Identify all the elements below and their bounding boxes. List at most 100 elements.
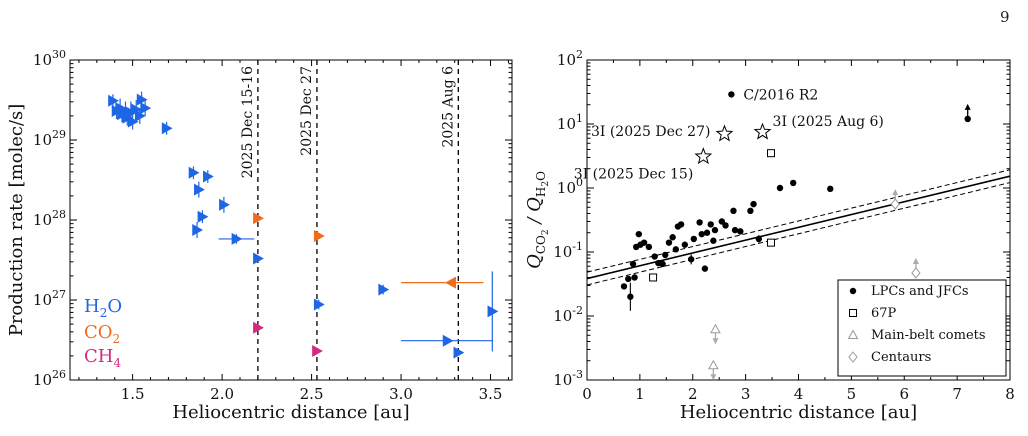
data-point [849, 309, 857, 317]
data-point [708, 359, 719, 370]
data-point [703, 229, 711, 236]
data-point [645, 243, 653, 251]
data-point [197, 210, 209, 223]
data-point [710, 323, 721, 334]
data-point [849, 287, 857, 295]
data-point [694, 147, 713, 165]
data-point [453, 346, 465, 359]
series-CH4 [253, 321, 323, 358]
series-CO2 [253, 212, 484, 289]
x-tick-label: 2.0 [210, 385, 234, 403]
page-number: 9 [1000, 8, 1010, 26]
y-tick-label: 10-1 [553, 240, 583, 261]
y-tick-label: 10-3 [553, 368, 583, 389]
data-point [635, 230, 643, 238]
x-tick-label: 3 [741, 385, 751, 403]
data-point [890, 198, 900, 210]
data-point [848, 351, 858, 363]
data-point [627, 293, 634, 300]
data-point [131, 103, 143, 116]
x-tick-label: 8 [1005, 385, 1015, 403]
x-tick-label: 3.0 [389, 385, 413, 403]
data-point [140, 102, 152, 115]
y-tick-label: 1026 [33, 368, 66, 389]
data-point [442, 334, 454, 347]
y-tick-label: 1029 [33, 128, 66, 149]
data-point [707, 221, 714, 228]
annotation-label: 3I (2025 Dec 15) [574, 167, 694, 183]
series-Main-belt-comets [708, 323, 721, 381]
legend-label: Main-belt comets [871, 328, 986, 343]
data-point [378, 283, 390, 296]
data-point [696, 219, 703, 226]
data-point [750, 200, 757, 208]
data-point [134, 109, 146, 122]
x-tick-label: 7 [952, 385, 962, 403]
data-point [669, 234, 676, 241]
data-point [711, 226, 719, 234]
y-tick-label: 1028 [33, 208, 66, 229]
data-point [192, 223, 204, 236]
data-point [767, 238, 776, 247]
x-axis-label: Heliocentric distance [au] [680, 402, 917, 423]
fit-band-line [587, 169, 1010, 273]
x-axis-label: Heliocentric distance [au] [172, 402, 409, 423]
data-point [231, 232, 243, 245]
series-LPCs-and-JFCs [620, 91, 971, 311]
data-point [194, 183, 205, 196]
data-point [681, 241, 689, 248]
data-point [312, 345, 323, 358]
y-tick-label: 1027 [33, 288, 66, 309]
data-point [202, 170, 214, 183]
data-point [964, 115, 971, 123]
data-point [127, 115, 139, 128]
legend-label: 67P [871, 306, 897, 321]
data-point [755, 235, 763, 243]
data-point [253, 212, 264, 225]
data-point [253, 321, 264, 334]
data-point [737, 228, 744, 235]
limit-arrow-head [710, 374, 717, 381]
date-line-label: 2025 Aug 6 [440, 66, 456, 148]
data-point [753, 122, 772, 140]
annotation-label: 3I (2025 Aug 6) [773, 114, 884, 130]
data-point [790, 179, 797, 187]
limit-arrow-head [892, 189, 899, 196]
data-point [690, 235, 698, 243]
x-tick-label: 1 [635, 385, 645, 403]
fit-band-line [587, 182, 1010, 286]
x-tick-label: 5 [847, 385, 857, 403]
data-point [776, 184, 784, 192]
data-point [313, 230, 325, 243]
data-point [747, 207, 754, 215]
fit-lines [587, 169, 1010, 286]
data-point [625, 275, 632, 283]
data-point [445, 276, 456, 289]
data-point [253, 252, 264, 265]
data-point [649, 273, 658, 282]
fit-line [587, 175, 1010, 280]
data-point [313, 298, 325, 311]
data-point [161, 122, 173, 135]
y-tick-label: 100 [557, 176, 583, 197]
data-point [188, 166, 200, 179]
data-point [662, 251, 669, 259]
y-tick-label: 10-2 [553, 304, 583, 325]
legend-entry: H2O [84, 296, 122, 320]
y-tick-label: 1030 [33, 48, 66, 69]
limit-arrow-head [964, 103, 971, 110]
data-point [640, 239, 648, 246]
date-line-label: 2025 Dec 27 [299, 66, 315, 156]
data-point [665, 239, 673, 246]
data-point [715, 124, 734, 142]
data-point [731, 226, 739, 234]
series-3I-ATLAS [694, 122, 772, 165]
data-point [677, 221, 685, 228]
y-tick-label: 102 [557, 48, 583, 69]
data-point [620, 283, 628, 290]
data-point [698, 230, 705, 238]
x-tick-label: 4 [794, 385, 804, 403]
data-point [911, 267, 921, 279]
series-H2O [108, 91, 499, 359]
